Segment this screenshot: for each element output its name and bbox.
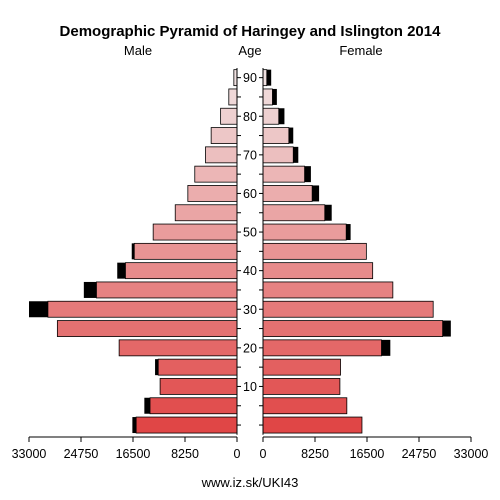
male-bar-overflow bbox=[144, 397, 151, 414]
female-bar-overflow bbox=[324, 204, 332, 221]
age-tick-label: 60 bbox=[243, 187, 257, 201]
female-bar bbox=[262, 146, 294, 164]
x-tick-label: 33000 bbox=[454, 447, 489, 461]
x-tick-label: 16500 bbox=[116, 447, 151, 461]
male-bar bbox=[159, 378, 238, 395]
age-tick-label: 30 bbox=[243, 303, 257, 317]
axes: 10 20 30 40 50 60 70 80 90 33000 24750 16500 8250 0 0 8… bbox=[12, 68, 489, 461]
male-bar bbox=[220, 107, 238, 125]
male-bar bbox=[174, 204, 238, 222]
age-tick-label: 10 bbox=[243, 380, 257, 394]
female-bar-overflow bbox=[346, 224, 351, 241]
male-bar bbox=[125, 262, 238, 280]
female-bar bbox=[262, 339, 382, 357]
age-tick-label: 40 bbox=[243, 264, 257, 278]
male-bar bbox=[133, 242, 238, 260]
x-tick-label: 0 bbox=[234, 447, 241, 461]
male-bar bbox=[47, 300, 238, 318]
age-tick-label: 50 bbox=[243, 226, 257, 240]
age-tick-label: 80 bbox=[243, 110, 257, 124]
female-bar-overflow bbox=[288, 127, 294, 144]
age-tick-label: 90 bbox=[243, 71, 257, 85]
female-bars bbox=[262, 69, 451, 434]
female-bar bbox=[262, 185, 313, 202]
female-bar-overflow bbox=[381, 339, 391, 356]
female-bar bbox=[262, 242, 367, 260]
female-bar bbox=[262, 281, 394, 299]
female-bar-overflow bbox=[278, 108, 285, 125]
male-bar bbox=[228, 88, 238, 106]
female-bar bbox=[262, 320, 444, 337]
male-bar-overflow bbox=[29, 301, 48, 318]
chart-title: Demographic Pyramid of Haringey and Isli… bbox=[60, 23, 442, 40]
male-bar bbox=[135, 416, 238, 434]
female-bar bbox=[262, 107, 280, 125]
male-bar-overflow bbox=[155, 359, 159, 376]
female-bar bbox=[262, 300, 434, 318]
female-bar bbox=[262, 358, 341, 376]
female-bar bbox=[262, 88, 273, 106]
female-bar-overflow bbox=[442, 320, 451, 337]
male-bar bbox=[157, 358, 238, 376]
male-bar bbox=[205, 146, 238, 164]
male-bar bbox=[194, 165, 238, 183]
male-bar bbox=[187, 185, 238, 202]
female-bar bbox=[262, 397, 348, 415]
female-bar bbox=[262, 127, 290, 144]
x-tick-label: 8250 bbox=[171, 447, 199, 461]
male-bar-overflow bbox=[83, 281, 97, 298]
x-tick-label: 24750 bbox=[402, 447, 437, 461]
female-bar bbox=[262, 223, 347, 241]
female-bar-overflow bbox=[272, 88, 277, 105]
female-bar bbox=[262, 165, 305, 183]
source-label: www.iz.sk/UKI43 bbox=[201, 475, 299, 490]
x-tick-label: 33000 bbox=[12, 447, 47, 461]
female-bar-overflow bbox=[293, 146, 299, 163]
male-bar bbox=[210, 127, 238, 144]
age-tick-label: 70 bbox=[243, 148, 257, 162]
female-header: Female bbox=[339, 43, 382, 58]
male-header: Male bbox=[124, 43, 152, 58]
male-bar bbox=[96, 281, 238, 299]
female-bar bbox=[262, 69, 268, 87]
x-tick-label: 24750 bbox=[64, 447, 99, 461]
female-bar bbox=[262, 378, 341, 395]
male-bar-overflow bbox=[131, 243, 135, 260]
x-tick-label: 16500 bbox=[350, 447, 385, 461]
male-bars bbox=[29, 69, 238, 434]
male-bar bbox=[152, 223, 238, 241]
x-tick-label: 0 bbox=[260, 447, 267, 461]
male-bar-overflow bbox=[132, 417, 137, 434]
male-bar bbox=[118, 339, 238, 357]
female-bar bbox=[262, 262, 374, 280]
female-bar-overflow bbox=[312, 185, 320, 202]
male-bar bbox=[56, 320, 238, 337]
x-tick-label: 8250 bbox=[301, 447, 329, 461]
age-header: Age bbox=[238, 43, 261, 58]
age-tick-label: 20 bbox=[243, 341, 257, 355]
female-bar bbox=[262, 204, 326, 222]
male-bar-overflow bbox=[117, 262, 126, 279]
female-bar-overflow bbox=[266, 69, 272, 86]
male-bar bbox=[149, 397, 238, 415]
female-bar-overflow bbox=[304, 166, 311, 183]
female-bar bbox=[262, 416, 363, 434]
